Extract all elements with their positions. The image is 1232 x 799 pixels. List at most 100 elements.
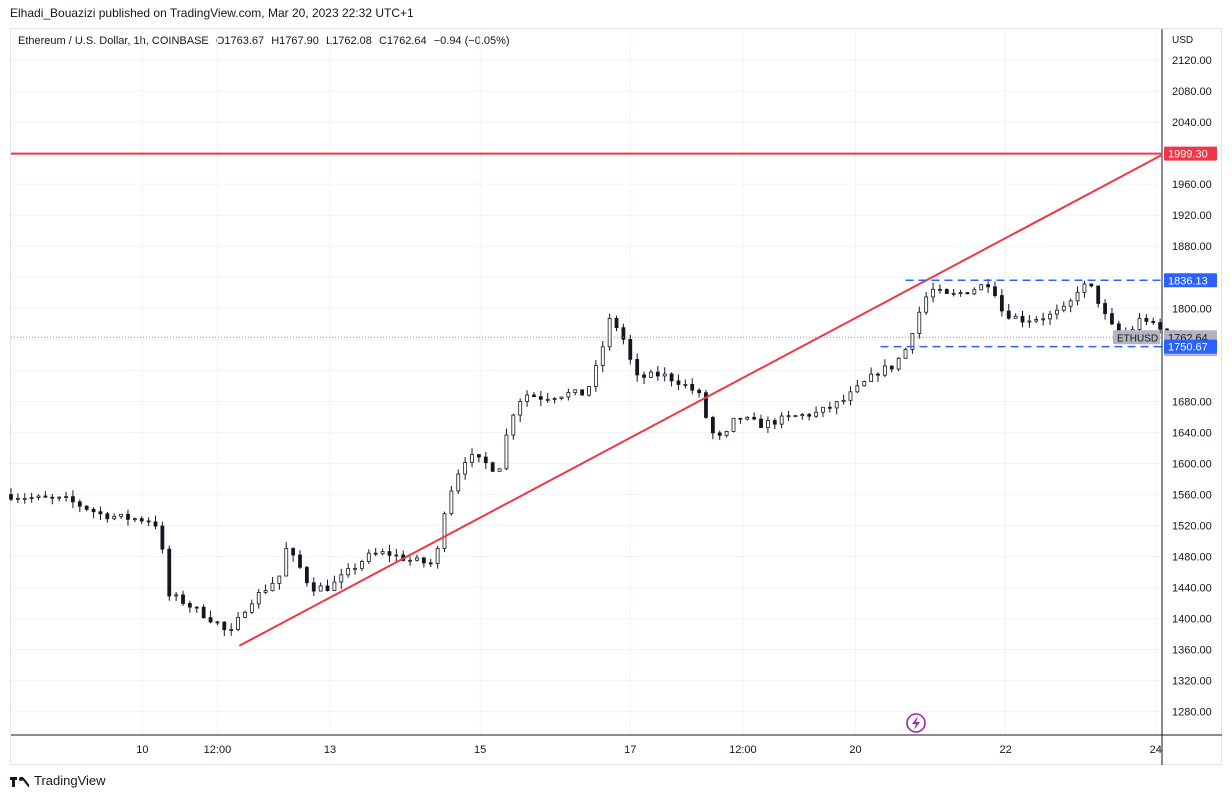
candle	[855, 379, 860, 394]
lightning-icon[interactable]	[906, 713, 926, 733]
price-tick-label: 1920.00	[1172, 210, 1212, 222]
candle	[1034, 316, 1039, 324]
candle	[435, 545, 440, 569]
candle	[9, 488, 13, 502]
candle-body	[649, 371, 653, 378]
candle-body	[807, 414, 812, 417]
candle	[614, 315, 619, 332]
candle-body	[766, 420, 770, 429]
candle-body	[938, 288, 942, 291]
candle	[889, 365, 894, 373]
candle-body	[146, 520, 151, 523]
candle-body	[690, 384, 695, 391]
candle-body	[1061, 305, 1066, 311]
candle-body	[387, 551, 392, 556]
candle	[415, 554, 419, 562]
candle-body	[1006, 310, 1011, 319]
candle-body	[1075, 291, 1080, 302]
candle-body	[29, 497, 34, 499]
candle-body	[621, 327, 626, 340]
candle	[428, 558, 433, 567]
candle	[483, 452, 488, 469]
candle-body	[1096, 285, 1101, 304]
candle-body	[628, 338, 633, 360]
candle-body	[731, 417, 736, 432]
chart-frame	[10, 28, 1222, 765]
candle-body	[160, 525, 165, 550]
candle	[332, 575, 337, 592]
candle	[669, 372, 674, 387]
candle	[724, 430, 729, 438]
candle-body	[442, 513, 447, 549]
candle	[676, 374, 681, 391]
candle	[972, 287, 977, 296]
candle-body	[435, 547, 440, 564]
candle	[325, 579, 330, 592]
candle	[869, 367, 874, 382]
candle-body	[951, 292, 956, 295]
candle-body	[119, 513, 123, 517]
candle-body	[724, 431, 729, 436]
candle-body	[834, 401, 839, 409]
candle-body	[229, 629, 234, 631]
candle	[593, 360, 598, 392]
candle	[697, 388, 701, 398]
candle	[456, 469, 461, 494]
candle-body	[511, 414, 516, 436]
candle	[1075, 286, 1080, 306]
candle	[43, 491, 48, 498]
price-tick-label: 1800.00	[1172, 303, 1212, 315]
candle	[194, 606, 199, 613]
candle-body	[153, 521, 158, 527]
candle-body	[896, 357, 901, 370]
candle-body	[635, 358, 640, 376]
candle	[284, 542, 289, 577]
candle-body	[944, 289, 949, 294]
candle-body	[800, 414, 805, 417]
candle-body	[1151, 321, 1156, 323]
candle-body	[1013, 315, 1018, 319]
price-axis-currency: USD	[1172, 35, 1193, 46]
candle-body	[318, 585, 323, 592]
candle	[229, 623, 234, 636]
candle-body	[697, 389, 701, 394]
price-tick-label: 1280.00	[1172, 707, 1212, 719]
candle	[999, 289, 1004, 317]
candle	[814, 406, 818, 418]
candle-body	[91, 508, 96, 513]
candle	[119, 513, 123, 519]
candle	[683, 379, 688, 389]
candle-body	[931, 288, 935, 298]
candle	[924, 292, 929, 315]
candle-body	[738, 417, 743, 420]
candle-body	[683, 384, 688, 386]
candle-body	[236, 616, 240, 630]
candle-body	[105, 513, 110, 520]
candle-body	[346, 568, 351, 576]
candle	[848, 386, 853, 406]
candle-body	[841, 399, 846, 403]
candle	[1013, 313, 1018, 319]
candle	[628, 334, 633, 365]
candle-body	[532, 394, 536, 398]
price-tick-label: 1880.00	[1172, 241, 1212, 253]
price-tick-label: 1560.00	[1172, 489, 1212, 501]
legend-low: L1762.08	[325, 35, 372, 47]
tradingview-logo-icon	[10, 775, 30, 787]
candle-body	[593, 365, 598, 387]
legend-high: H1767.90	[271, 35, 319, 47]
candle-body	[77, 501, 82, 507]
candle-body	[126, 513, 130, 520]
candle-body	[848, 391, 853, 401]
legend-symbol[interactable]: Ethereum / U.S. Dollar, 1h, COINBASE	[18, 35, 209, 47]
candle	[497, 468, 502, 472]
footer-brand[interactable]: TradingView	[10, 773, 106, 788]
price-tick-label: 1360.00	[1172, 645, 1212, 657]
candle	[525, 390, 529, 407]
lower-level-price-label: 1750.67	[1168, 342, 1208, 354]
candle	[373, 548, 378, 557]
candle-body	[332, 581, 337, 592]
candle	[642, 371, 646, 385]
candle	[717, 430, 722, 441]
